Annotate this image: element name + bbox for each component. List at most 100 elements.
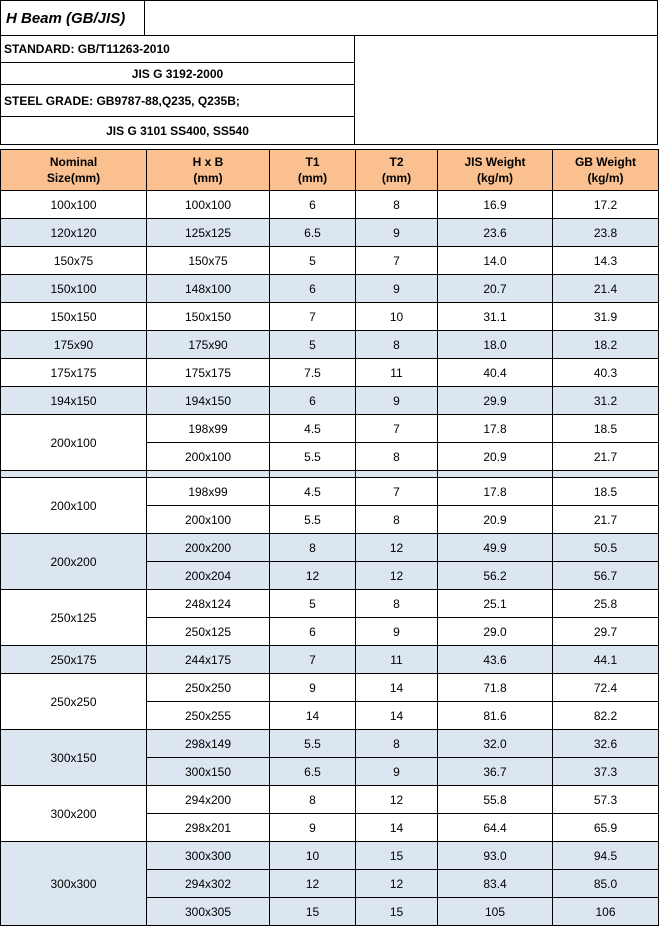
nominal-size-cell: 150x100 bbox=[0, 274, 147, 303]
t1-cell: 15 bbox=[269, 897, 356, 926]
t2-cell: 11 bbox=[355, 358, 438, 387]
column-header-jis-weight: JIS Weight (kg/m) bbox=[437, 149, 553, 191]
gb-weight-cell: 106 bbox=[552, 897, 659, 926]
page-title: H Beam (GB/JIS) bbox=[0, 0, 145, 36]
gap-cell bbox=[355, 470, 438, 478]
jis-weight-cell: 83.4 bbox=[437, 869, 553, 898]
column-header-line: (kg/m) bbox=[477, 171, 513, 185]
jis-weight-cell: 31.1 bbox=[437, 302, 553, 331]
gb-weight-cell: 72.4 bbox=[552, 673, 659, 702]
steel-grade-line: STEEL GRADE: GB9787-88,Q235, Q235B; bbox=[1, 85, 355, 117]
nominal-size-cell: 150x75 bbox=[0, 246, 147, 275]
jis-weight-cell: 23.6 bbox=[437, 218, 553, 247]
column-header-line: T1 bbox=[305, 155, 320, 169]
nominal-size-cell: 250x125 bbox=[0, 589, 147, 646]
column-header-line: JIS Weight bbox=[464, 155, 526, 169]
h-beam-table: Nominal Size(mm) H x B (mm) T1 (mm) T2 (mm) JIS … bbox=[0, 149, 659, 926]
column-header-nominal-size: Nominal Size(mm) bbox=[0, 149, 147, 191]
jis-weight-cell: 105 bbox=[437, 897, 553, 926]
gb-weight-cell: 31.9 bbox=[552, 302, 659, 331]
h-x-b-cell: 294x200 bbox=[146, 785, 270, 814]
jis-weight-cell: 64.4 bbox=[437, 813, 553, 842]
column-header-t2: T2 (mm) bbox=[355, 149, 438, 191]
table-row: 150x100 148x100 6 9 20.7 21.4 bbox=[0, 274, 659, 303]
t2-cell: 14 bbox=[355, 813, 438, 842]
nominal-size-cell: 200x200 bbox=[0, 533, 147, 590]
t1-cell: 6.5 bbox=[269, 757, 356, 786]
jis-weight-cell: 71.8 bbox=[437, 673, 553, 702]
t1-cell: 6 bbox=[269, 274, 356, 303]
t2-cell: 9 bbox=[355, 617, 438, 646]
gb-weight-cell: 50.5 bbox=[552, 533, 659, 562]
table-row: 250x250 250x250 9 14 71.8 72.4 bbox=[0, 673, 659, 730]
jis-weight-cell: 43.6 bbox=[437, 645, 553, 674]
t1-cell: 6 bbox=[269, 386, 356, 415]
table-row: 200x100 5.5 8 20.9 21.7 bbox=[1, 442, 659, 471]
t1-cell: 7.5 bbox=[269, 358, 356, 387]
t2-cell: 12 bbox=[355, 869, 438, 898]
nominal-size-cell: 300x300 bbox=[0, 841, 147, 926]
nominal-size-cell: 175x90 bbox=[0, 330, 147, 359]
table-row: 200x100 5.5 8 20.9 21.7 bbox=[1, 505, 659, 534]
h-x-b-cell: 250x125 bbox=[146, 617, 270, 646]
h-x-b-cell: 200x200 bbox=[146, 533, 270, 562]
gb-weight-cell: 23.8 bbox=[552, 218, 659, 247]
nominal-size-cell: 250x250 bbox=[0, 673, 147, 730]
jis-weight-cell: 14.0 bbox=[437, 246, 553, 275]
t2-cell: 9 bbox=[355, 218, 438, 247]
t2-cell: 9 bbox=[355, 274, 438, 303]
nominal-size-cell: 250x175 bbox=[0, 645, 147, 674]
table-row: 200x200 200x200 8 12 49.9 50.5 bbox=[0, 533, 659, 590]
t1-cell: 6 bbox=[269, 190, 356, 219]
gap-cell bbox=[146, 470, 270, 478]
nominal-size-cell: 175x175 bbox=[0, 358, 147, 387]
h-x-b-cell: 150x150 bbox=[146, 302, 270, 331]
jis-weight-cell: 55.8 bbox=[437, 785, 553, 814]
t2-cell: 8 bbox=[355, 330, 438, 359]
column-header-line: GB Weight bbox=[574, 155, 637, 169]
column-header-t1: T1 (mm) bbox=[269, 149, 356, 191]
h-x-b-cell: 244x175 bbox=[146, 645, 270, 674]
t2-cell: 10 bbox=[355, 302, 438, 331]
column-header-line: Size(mm) bbox=[46, 171, 101, 185]
column-header-line: (kg/m) bbox=[587, 171, 624, 185]
t2-cell: 12 bbox=[355, 533, 438, 562]
nominal-size-cell: 194x150 bbox=[0, 386, 147, 415]
column-header-line: H x B bbox=[192, 155, 224, 169]
jis-weight-cell: 20.7 bbox=[437, 274, 553, 303]
h-x-b-cell: 200x100 bbox=[146, 442, 270, 471]
h-x-b-cell: 250x255 bbox=[146, 701, 270, 730]
t1-cell: 5 bbox=[269, 330, 356, 359]
t1-cell: 4.5 bbox=[269, 414, 356, 443]
jis-weight-cell: 29.9 bbox=[437, 386, 553, 415]
jis-weight-cell: 36.7 bbox=[437, 757, 553, 786]
jis-grade-line: JIS G 3101 SS400, SS540 bbox=[1, 117, 355, 145]
nominal-size-cell: 100x100 bbox=[0, 190, 147, 219]
gb-weight-cell: 32.6 bbox=[552, 729, 659, 758]
title-blank-cell bbox=[144, 0, 658, 36]
jis-weight-cell: 17.8 bbox=[437, 477, 553, 506]
t2-cell: 14 bbox=[355, 673, 438, 702]
h-x-b-cell: 194x150 bbox=[146, 386, 270, 415]
nominal-size-cell: 200x100 bbox=[0, 414, 147, 471]
t2-cell: 9 bbox=[355, 757, 438, 786]
t1-cell: 12 bbox=[269, 561, 356, 590]
jis-weight-cell: 20.9 bbox=[437, 505, 553, 534]
t2-cell: 11 bbox=[355, 645, 438, 674]
table-row: 175x90 175x90 5 8 18.0 18.2 bbox=[0, 330, 659, 359]
t2-cell: 7 bbox=[355, 477, 438, 506]
h-x-b-cell: 300x300 bbox=[146, 841, 270, 870]
t1-cell: 5.5 bbox=[269, 505, 356, 534]
gb-weight-cell: 57.3 bbox=[552, 785, 659, 814]
t2-cell: 7 bbox=[355, 414, 438, 443]
jis-weight-cell: 40.4 bbox=[437, 358, 553, 387]
h-x-b-cell: 300x150 bbox=[146, 757, 270, 786]
t2-cell: 14 bbox=[355, 701, 438, 730]
gap-cell bbox=[552, 470, 659, 478]
gap-cell bbox=[437, 470, 553, 478]
t2-cell: 15 bbox=[355, 897, 438, 926]
t2-cell: 7 bbox=[355, 246, 438, 275]
h-x-b-cell: 250x250 bbox=[146, 673, 270, 702]
h-x-b-cell: 175x175 bbox=[146, 358, 270, 387]
t1-cell: 6.5 bbox=[269, 218, 356, 247]
